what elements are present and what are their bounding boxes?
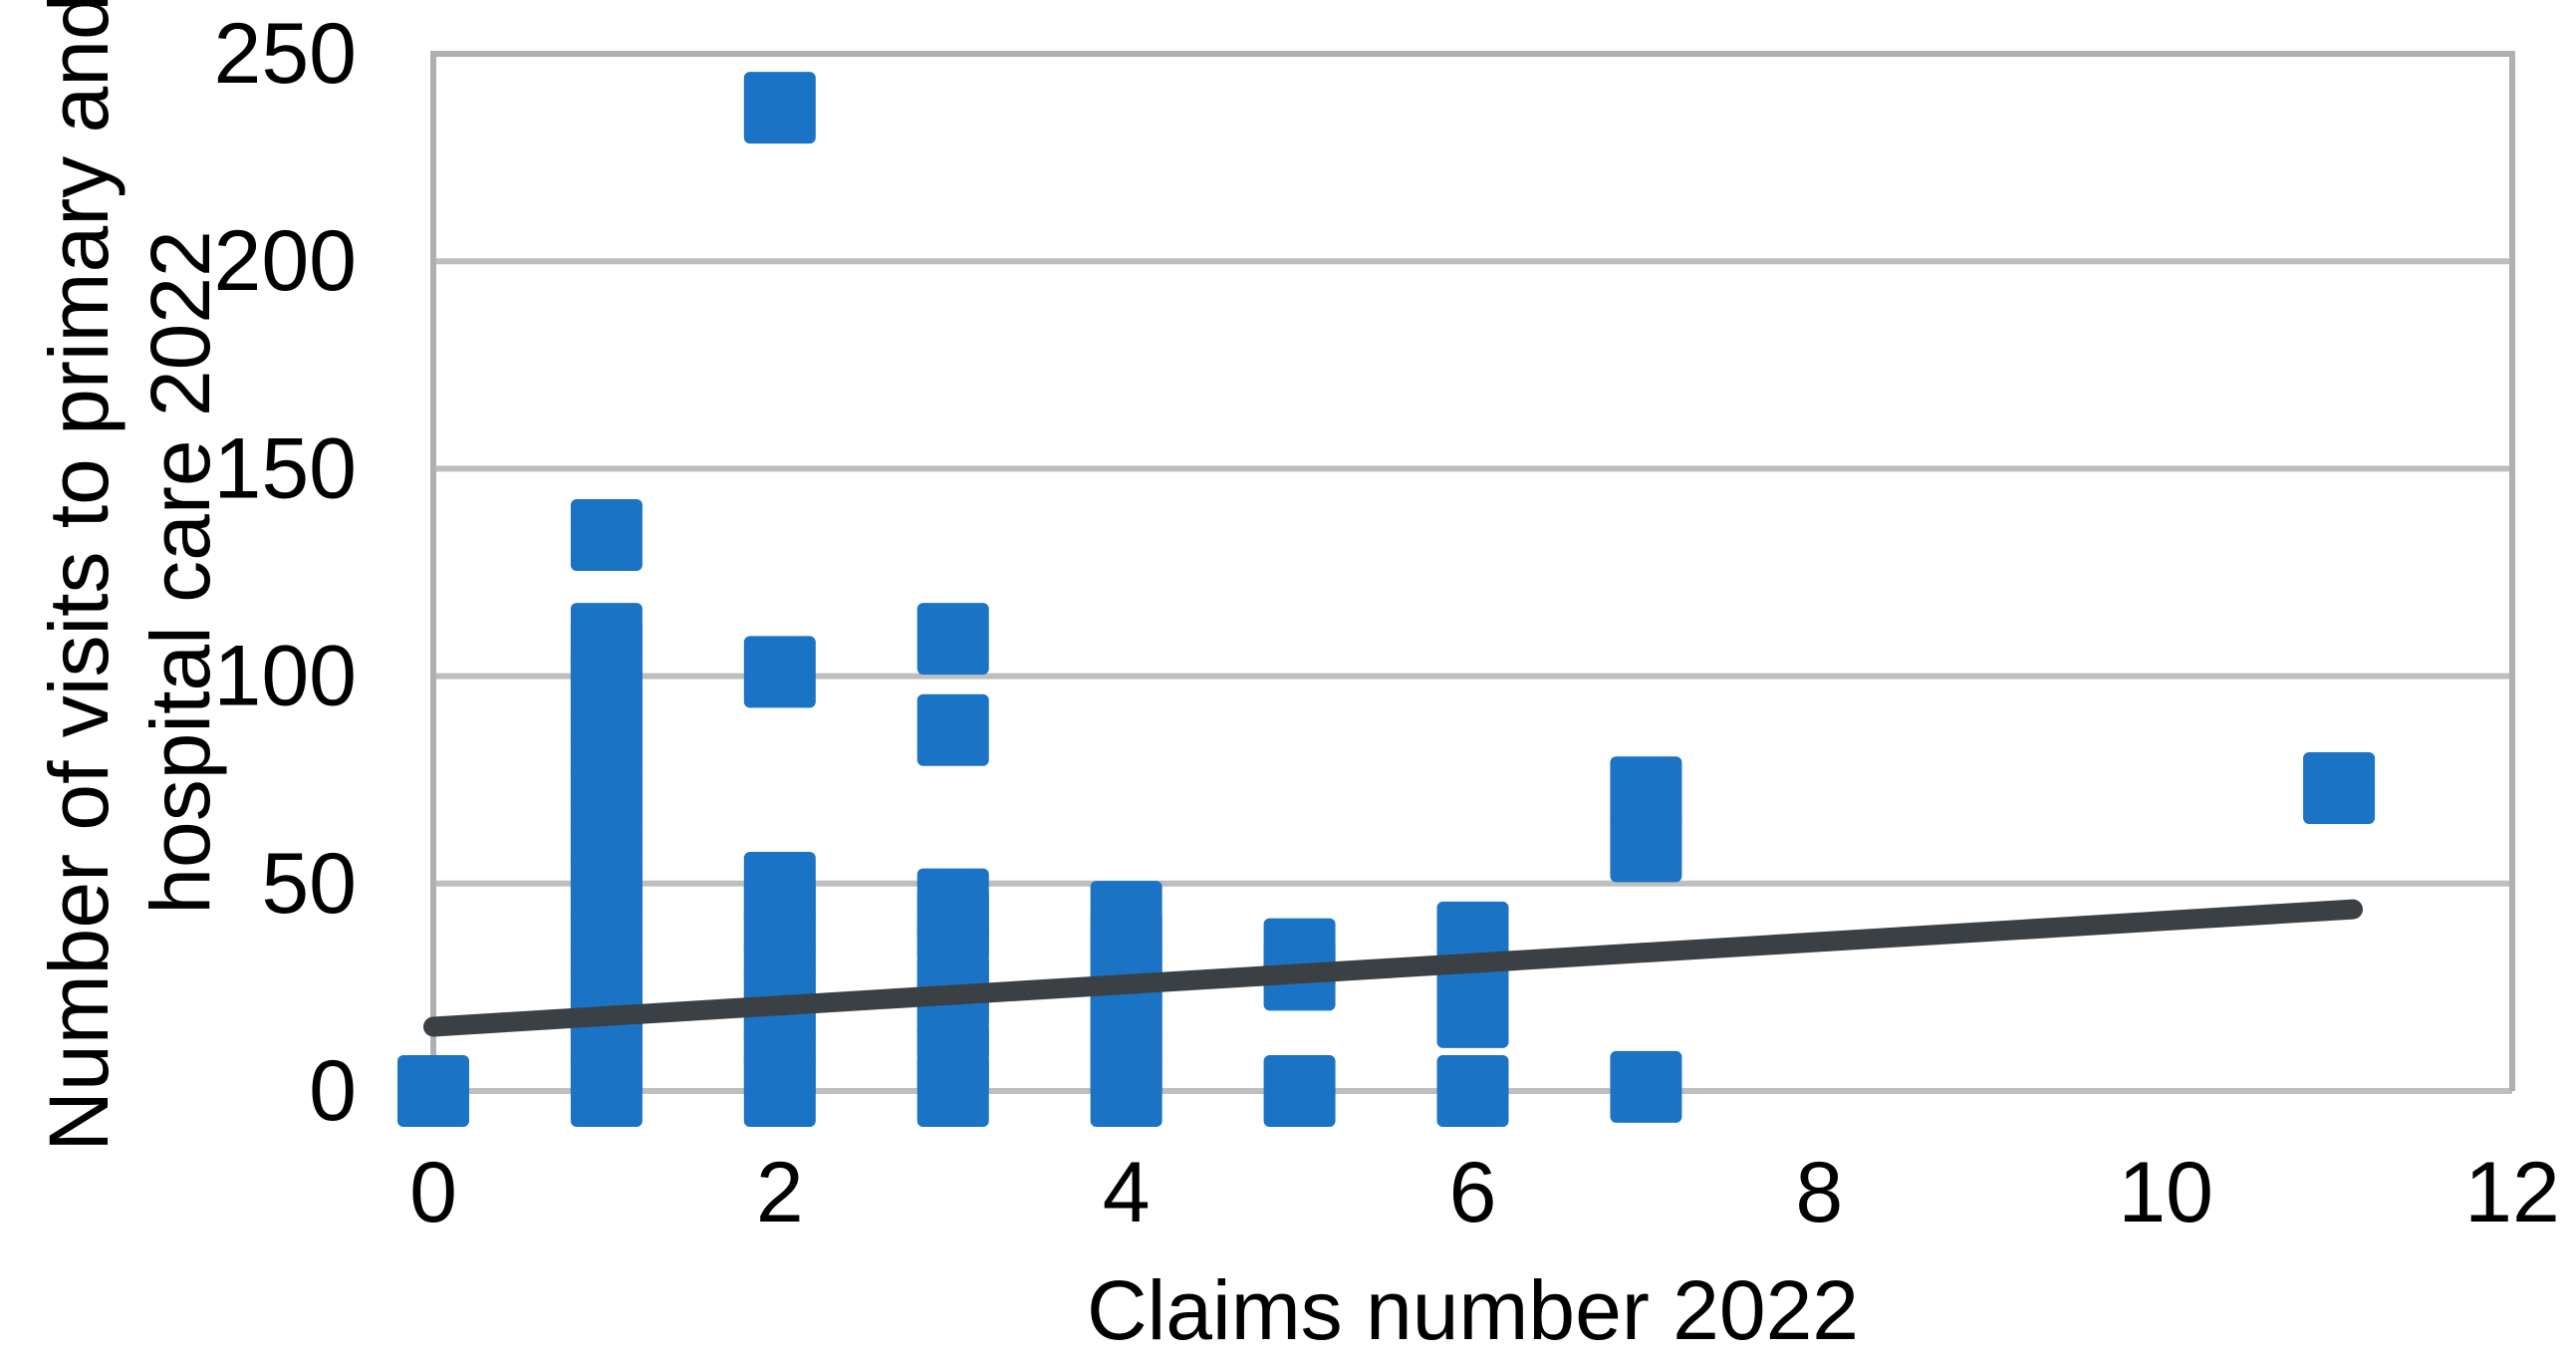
scatter-point	[743, 636, 816, 708]
x-tick-label: 2	[756, 1145, 804, 1240]
y-axis-title: Number of visits to primary andhospital …	[32, 0, 227, 1152]
scatter-point	[570, 499, 643, 572]
scatter-point	[1610, 810, 1682, 883]
trend-line	[423, 899, 2363, 1037]
scatter-point	[743, 851, 816, 924]
scatter-point	[1090, 881, 1162, 954]
y-axis-title-line1: Number of visits to primary and	[32, 0, 126, 1152]
scatter-point	[1436, 1055, 1509, 1127]
x-axis-title: Claims number 2022	[1087, 1263, 1859, 1357]
y-tick-label: 100	[214, 629, 358, 724]
scatter-point	[2303, 752, 2376, 825]
x-tick-label: 0	[409, 1145, 457, 1240]
x-tick-label: 12	[2464, 1145, 2560, 1240]
y-tick-label: 250	[214, 6, 358, 102]
y-tick-label: 50	[261, 836, 357, 932]
scatter-point	[743, 72, 816, 144]
x-tick-label: 6	[1449, 1145, 1497, 1240]
x-tick-label: 8	[1795, 1145, 1843, 1240]
scatter-point	[1610, 756, 1682, 829]
scatter-point	[397, 1055, 469, 1127]
y-tick-label: 200	[214, 213, 358, 309]
y-tick-label: 150	[214, 420, 358, 516]
scatter-point	[916, 868, 989, 941]
scatter-point	[916, 603, 989, 676]
x-tick-label: 10	[2118, 1145, 2213, 1240]
scatter-point	[1263, 1055, 1336, 1127]
x-tick-label: 4	[1103, 1145, 1151, 1240]
y-axis-title-line2: hospital care 2022	[133, 230, 227, 914]
scatter-point	[570, 603, 643, 676]
scatter-point	[916, 693, 989, 766]
y-tick-label: 0	[309, 1043, 357, 1139]
scatter-point	[1610, 1050, 1682, 1123]
